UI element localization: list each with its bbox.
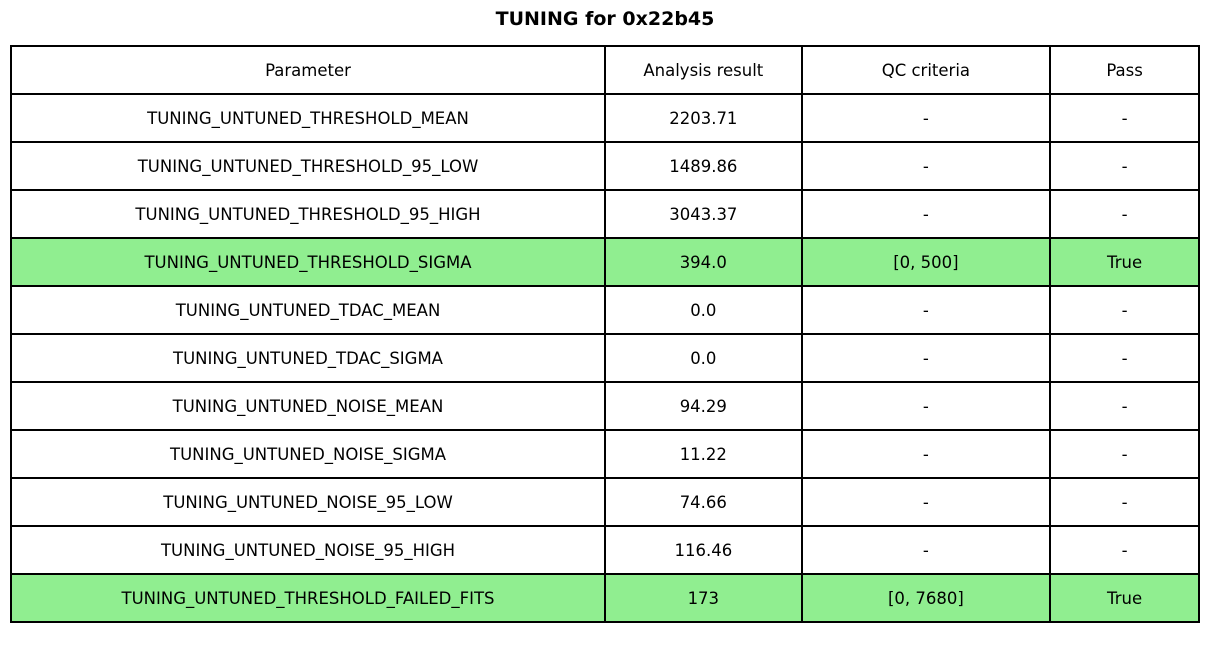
qc-criteria-cell: - (800, 189, 1052, 239)
pass-cell: - (1049, 93, 1200, 143)
col-header-pass: Pass (1049, 45, 1200, 95)
col-header-analysis-result: Analysis result (604, 45, 803, 95)
parameter-cell: TUNING_UNTUNED_THRESHOLD_95_LOW (9, 141, 607, 191)
table-row: TUNING_UNTUNED_NOISE_95_LOW 74.66- - (9, 477, 1200, 527)
table-row: TUNING_UNTUNED_NOISE_MEAN 94.29- - (9, 381, 1200, 431)
analysis-result-cell: 3043.37 (604, 189, 803, 239)
pass-cell: - (1049, 189, 1200, 239)
qc-results-table: Parameter Analysis result QC criteria Pass … (9, 45, 1200, 623)
parameter-cell: TUNING_UNTUNED_TDAC_SIGMA (9, 333, 607, 383)
analysis-result-cell: 1489.86 (604, 141, 803, 191)
analysis-result-cell: 173 (604, 573, 803, 623)
col-header-parameter: Parameter (9, 45, 607, 95)
col-header-qc-criteria: QC criteria (800, 45, 1052, 95)
qc-criteria-cell: [0, 500] (800, 237, 1052, 287)
parameter-cell: TUNING_UNTUNED_NOISE_MEAN (9, 381, 607, 431)
parameter-cell: TUNING_UNTUNED_THRESHOLD_FAILED_FITS (9, 573, 607, 623)
qc-criteria-cell: - (800, 333, 1052, 383)
table-row: TUNING_UNTUNED_NOISE_95_HIGH 116.46- - (9, 525, 1200, 575)
parameter-cell: TUNING_UNTUNED_THRESHOLD_SIGMA (9, 237, 607, 287)
analysis-result-cell: 94.29 (604, 381, 803, 431)
parameter-cell: TUNING_UNTUNED_NOISE_95_LOW (9, 477, 607, 527)
table-row: TUNING_UNTUNED_THRESHOLD_95_HIGH 3043.37-… (9, 189, 1200, 239)
qc-criteria-cell: - (800, 525, 1052, 575)
parameter-cell: TUNING_UNTUNED_NOISE_95_HIGH (9, 525, 607, 575)
analysis-result-cell: 394.0 (604, 237, 803, 287)
parameter-cell: TUNING_UNTUNED_THRESHOLD_95_HIGH (9, 189, 607, 239)
qc-criteria-cell: - (800, 429, 1052, 479)
pass-cell: - (1049, 285, 1200, 335)
page-title: TUNING for 0x22b45 (495, 8, 715, 30)
parameter-cell: TUNING_UNTUNED_TDAC_MEAN (9, 285, 607, 335)
parameter-cell: TUNING_UNTUNED_NOISE_SIGMA (9, 429, 607, 479)
qc-criteria-cell: - (800, 141, 1052, 191)
pass-cell: - (1049, 141, 1200, 191)
analysis-result-cell: 74.66 (604, 477, 803, 527)
analysis-result-cell: 11.22 (604, 429, 803, 479)
parameter-cell: TUNING_UNTUNED_THRESHOLD_MEAN (9, 93, 607, 143)
analysis-result-cell: 0.0 (604, 285, 803, 335)
pass-cell: - (1049, 429, 1200, 479)
pass-cell: True (1049, 237, 1200, 287)
pass-cell: - (1049, 381, 1200, 431)
table-row: TUNING_UNTUNED_THRESHOLD_MEAN 2203.71- - (9, 93, 1200, 143)
qc-criteria-cell: - (800, 477, 1052, 527)
pass-cell: - (1049, 477, 1200, 527)
table-row: TUNING_UNTUNED_THRESHOLD_95_LOW 1489.86- - (9, 141, 1200, 191)
table-row: TUNING_UNTUNED_NOISE_SIGMA 11.22- - (9, 429, 1200, 479)
table-header-row: Parameter Analysis result QC criteria Pass (9, 45, 1200, 95)
table-row: TUNING_UNTUNED_TDAC_MEAN 0.0- - (9, 285, 1200, 335)
qc-criteria-cell: [0, 7680] (800, 573, 1052, 623)
table-row: TUNING_UNTUNED_THRESHOLD_FAILED_FITS 173[… (9, 573, 1200, 623)
analysis-result-cell: 2203.71 (604, 93, 803, 143)
analysis-result-cell: 116.46 (604, 525, 803, 575)
qc-criteria-cell: - (800, 285, 1052, 335)
table-row: TUNING_UNTUNED_TDAC_SIGMA 0.0- - (9, 333, 1200, 383)
pass-cell: - (1049, 333, 1200, 383)
analysis-result-cell: 0.0 (604, 333, 803, 383)
pass-cell: True (1049, 573, 1200, 623)
table-body: TUNING_UNTUNED_THRESHOLD_MEAN 2203.71- - TU… (9, 93, 1200, 623)
qc-criteria-cell: - (800, 381, 1052, 431)
table-row: TUNING_UNTUNED_THRESHOLD_SIGMA 394.0 [0, 5… (9, 237, 1200, 287)
pass-cell: - (1049, 525, 1200, 575)
qc-criteria-cell: - (800, 93, 1052, 143)
